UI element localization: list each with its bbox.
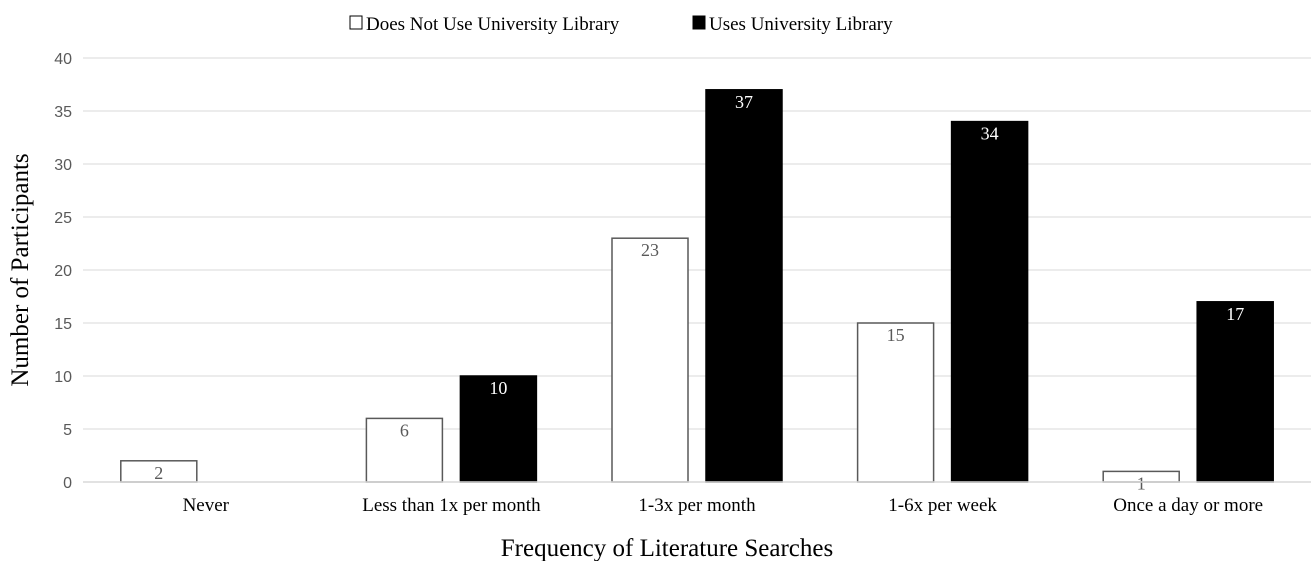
data-label: 23 bbox=[641, 240, 659, 260]
y-tick-label: 10 bbox=[54, 369, 72, 386]
y-tick-label: 0 bbox=[63, 475, 72, 492]
data-labels: 2 6 10 23 37 15 34 1 17 bbox=[154, 92, 1244, 494]
gridlines bbox=[83, 57, 1311, 430]
x-tick-label: Once a day or more bbox=[1113, 495, 1263, 516]
data-label: 10 bbox=[489, 378, 507, 398]
y-tick-label: 25 bbox=[54, 210, 72, 227]
data-label: 1 bbox=[1137, 473, 1146, 493]
x-axis-ticks: Never Less than 1x per month 1-3x per mont… bbox=[183, 495, 1264, 516]
data-label: 2 bbox=[154, 463, 163, 483]
x-tick-label: Never bbox=[183, 495, 230, 516]
y-tick-label: 20 bbox=[54, 263, 72, 280]
data-label: 34 bbox=[981, 124, 999, 144]
bars bbox=[120, 89, 1274, 483]
x-tick-label: 1-3x per month bbox=[638, 495, 756, 516]
y-axis-title: Number of Participants bbox=[7, 153, 34, 386]
data-label: 17 bbox=[1226, 304, 1244, 324]
y-tick-label: 40 bbox=[54, 51, 72, 68]
legend-label-uses: Uses University Library bbox=[709, 14, 893, 35]
x-tick-label: Less than 1x per month bbox=[362, 495, 541, 516]
bar-uses bbox=[705, 89, 783, 483]
legend-swatch-uses bbox=[692, 15, 706, 30]
bar-uses bbox=[459, 375, 538, 483]
data-label: 6 bbox=[400, 420, 409, 440]
y-tick-label: 15 bbox=[54, 316, 72, 333]
y-tick-label: 30 bbox=[54, 157, 72, 174]
bar-uses bbox=[1196, 301, 1274, 483]
y-tick-label: 35 bbox=[54, 104, 72, 121]
x-tick-label: 1-6x per week bbox=[888, 495, 997, 516]
data-label: 15 bbox=[887, 325, 905, 345]
y-axis-ticks: 0 5 10 15 20 25 30 35 40 bbox=[54, 51, 72, 492]
legend: Does Not Use University Library Uses Uni… bbox=[349, 14, 893, 35]
bar-uses bbox=[950, 120, 1029, 483]
y-tick-label: 5 bbox=[63, 422, 72, 439]
legend-swatch-does-not-use bbox=[349, 15, 363, 30]
legend-label-does-not-use: Does Not Use University Library bbox=[366, 14, 620, 35]
data-label: 37 bbox=[735, 92, 753, 112]
x-axis-title: Frequency of Literature Searches bbox=[501, 535, 833, 561]
bar-does-not-use bbox=[365, 417, 444, 483]
bar-does-not-use bbox=[611, 237, 689, 483]
bar-does-not-use bbox=[856, 322, 935, 483]
